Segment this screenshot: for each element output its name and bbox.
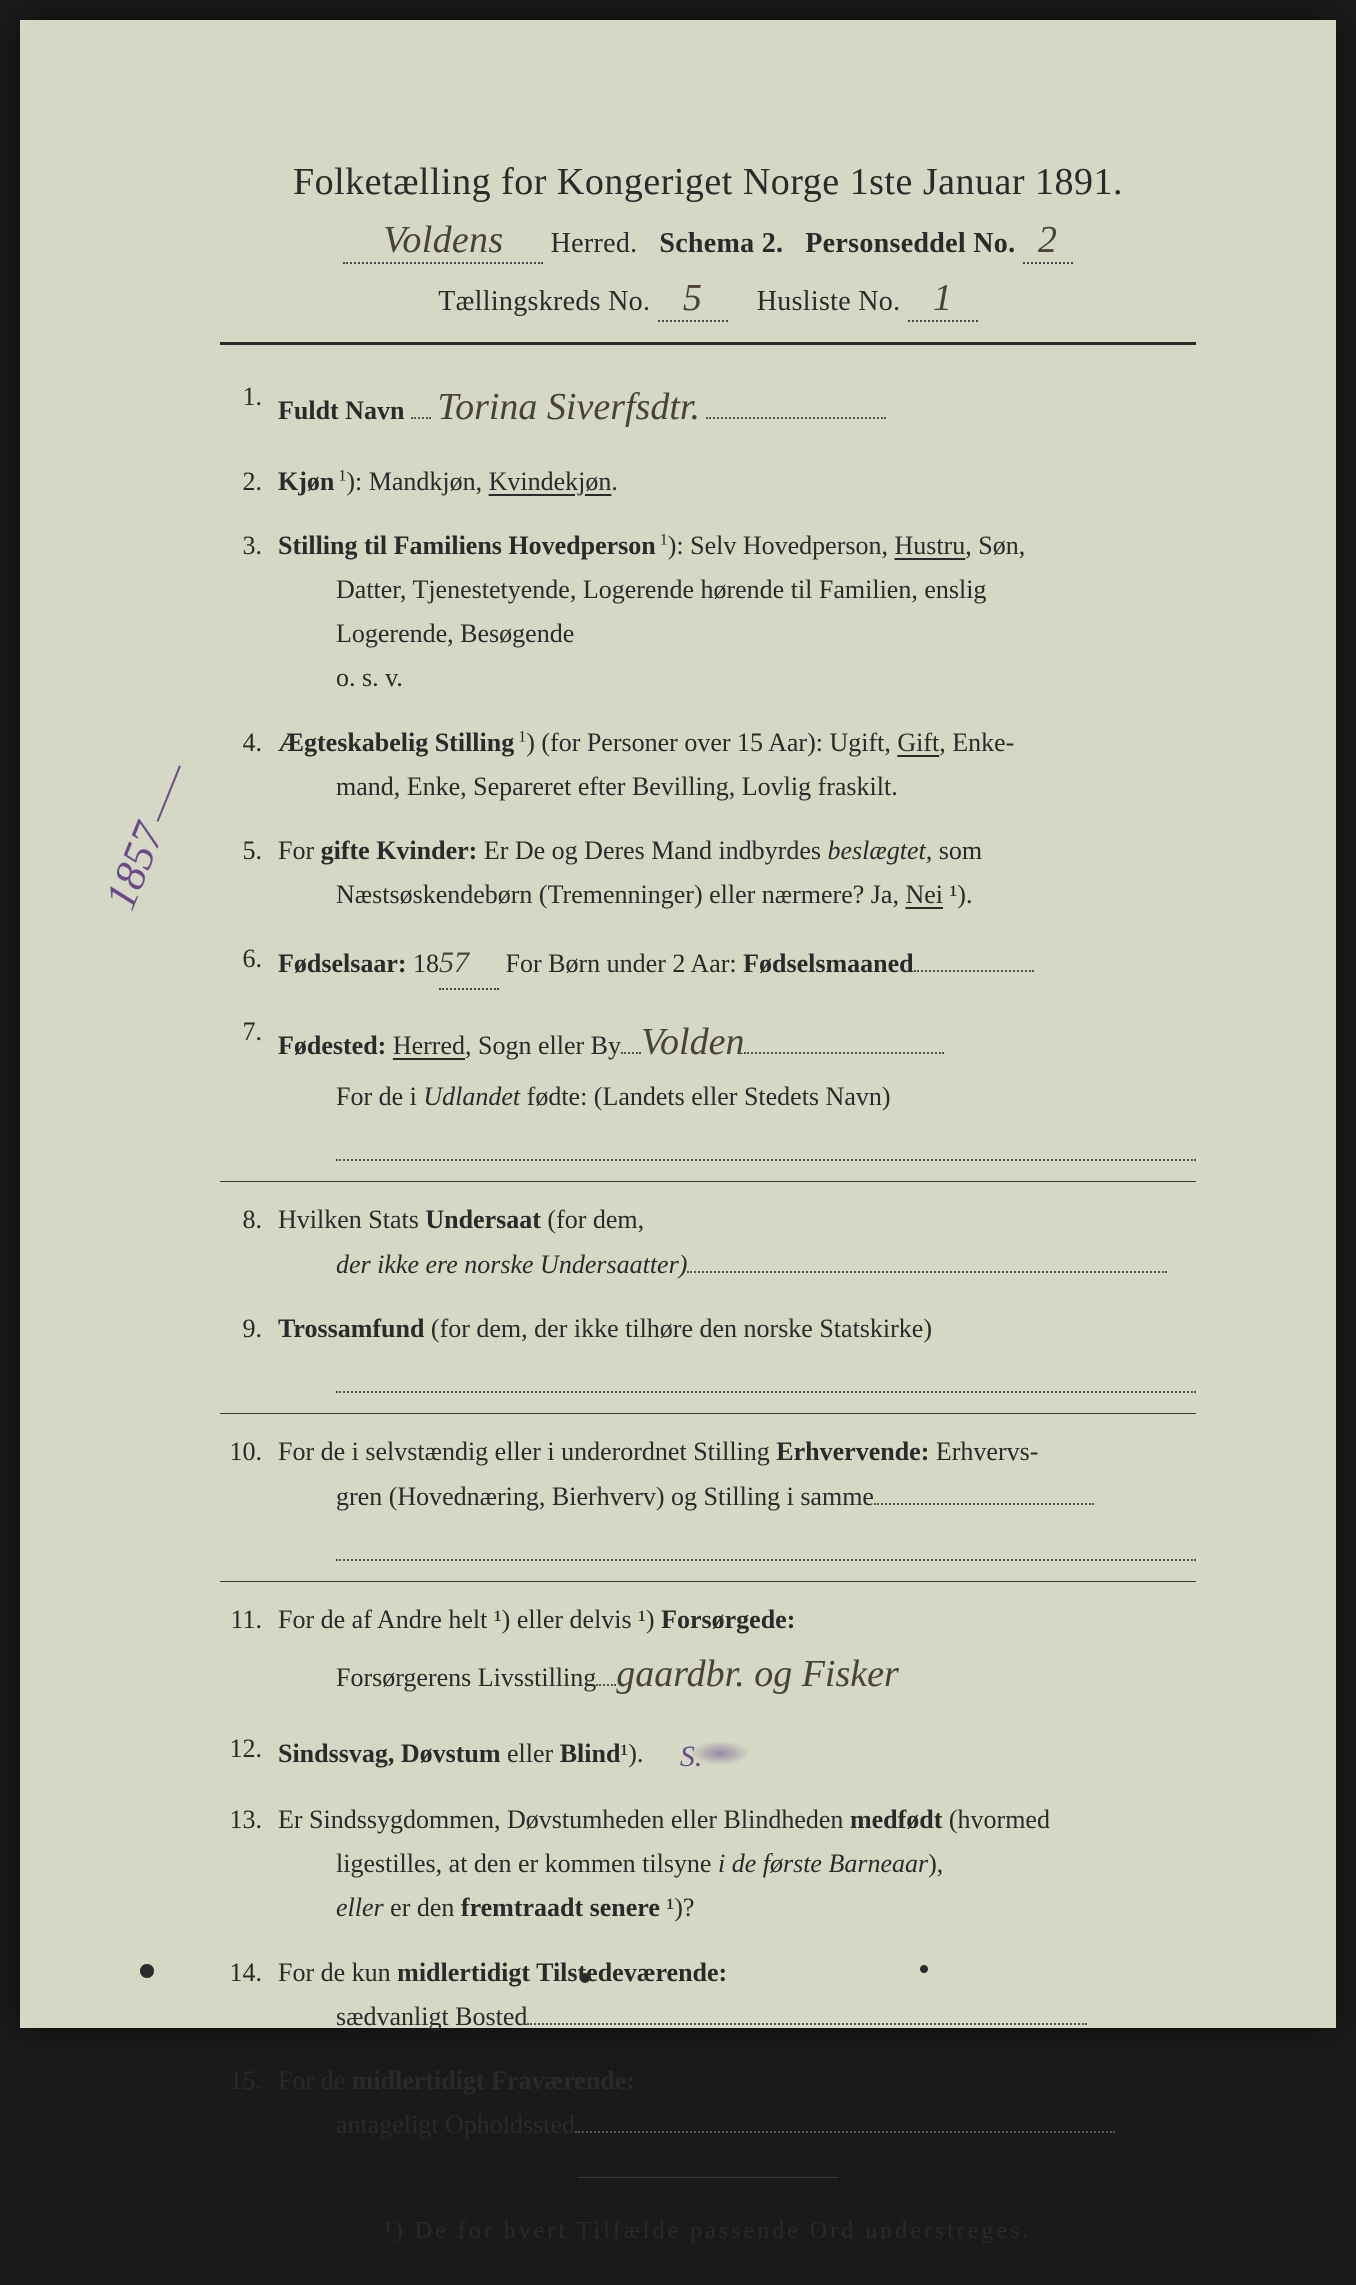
- husliste-label: Husliste No.: [757, 286, 901, 317]
- item-7: 7. Fødested: Herred, Sogn eller ByVolden…: [220, 1010, 1196, 1161]
- item-num: 1.: [220, 375, 262, 419]
- section-divider-2: [220, 1413, 1196, 1414]
- footnote: ¹) De for hvert Tilfælde passende Ord un…: [220, 2218, 1196, 2245]
- item-1-label: Fuldt Navn: [278, 396, 404, 425]
- husliste-hw: 1: [908, 276, 978, 322]
- item-3: 3. Stilling til Familiens Hovedperson 1)…: [220, 524, 1196, 701]
- ink-smear: [690, 1741, 750, 1765]
- header-divider: [220, 342, 1196, 345]
- item-num: 11.: [220, 1598, 262, 1642]
- item-8: 8. Hvilken Stats Undersaat (for dem, der…: [220, 1198, 1196, 1286]
- item-13: 13. Er Sindssygdommen, Døvstumheden elle…: [220, 1798, 1196, 1931]
- item-num: 13.: [220, 1798, 262, 1842]
- form-items: 1. Fuldt Navn Torina Siverfsdtr. 2. Kjøn…: [220, 375, 1196, 1161]
- item-12: 12. Sindssvag, Døvstum eller Blind¹). S.: [220, 1727, 1196, 1778]
- form-title: Folketælling for Kongeriget Norge 1ste J…: [220, 160, 1196, 204]
- item-num: 7.: [220, 1010, 262, 1054]
- item-num: 14.: [220, 1951, 262, 1995]
- item-14: 14. For de kun midlertidigt Tilstedevære…: [220, 1951, 1196, 2039]
- item-num: 3.: [220, 524, 262, 568]
- ink-stain: [920, 1965, 928, 1973]
- form-content: Folketælling for Kongeriget Norge 1ste J…: [100, 110, 1256, 2285]
- item-6: 6. Fødselsaar: 1857 For Børn under 2 Aar…: [220, 937, 1196, 990]
- item-15: 15. For de midlertidigt Fraværende: anta…: [220, 2059, 1196, 2147]
- section-divider-3: [220, 1581, 1196, 1582]
- margin-stroke: [157, 765, 181, 821]
- item-num: 5.: [220, 829, 262, 873]
- item-2-label: Kjøn: [278, 467, 334, 496]
- taellingskreds-label: Tællingskreds No.: [438, 286, 650, 317]
- census-form-page: 1857 Folketælling for Kongeriget Norge 1…: [20, 20, 1336, 2028]
- ink-stain: [140, 1964, 154, 1978]
- item-9: 9. Trossamfund (for dem, der ikke tilhør…: [220, 1307, 1196, 1394]
- item-4: 4. Ægteskabelig Stilling 1) (for Persone…: [220, 721, 1196, 809]
- item-3-underlined: Hustru: [895, 531, 966, 560]
- item-7-hw: Volden: [641, 1010, 744, 1075]
- item-7-label: Fødested:: [278, 1031, 386, 1060]
- personseddel-hw: 2: [1023, 218, 1073, 264]
- header-line-2: Voldens Herred. Schema 2. Personseddel N…: [220, 218, 1196, 264]
- item-num: 15.: [220, 2059, 262, 2103]
- form-items-4: 11. For de af Andre helt ¹) eller delvis…: [220, 1598, 1196, 2147]
- item-11: 11. For de af Andre helt ¹) eller delvis…: [220, 1598, 1196, 1707]
- item-2-text: Mandkjøn,: [369, 467, 489, 496]
- item-num: 10.: [220, 1430, 262, 1474]
- item-1-hw: Torina Siverfsdtr.: [437, 375, 700, 440]
- item-6-label: Fødselsaar:: [278, 949, 407, 978]
- personseddel-label: Personseddel No.: [805, 228, 1015, 259]
- ink-stain: [580, 1973, 590, 1983]
- item-10: 10. For de i selvstændig eller i underor…: [220, 1430, 1196, 1561]
- taellingskreds-hw: 5: [658, 276, 728, 322]
- section-divider-1: [220, 1181, 1196, 1182]
- item-2: 2. Kjøn 1): Mandkjøn, Kvindekjøn.: [220, 460, 1196, 504]
- item-3-label: Stilling til Familiens Hovedperson: [278, 531, 656, 560]
- item-6-year-hw: 57: [439, 937, 499, 990]
- schema-label: Schema 2.: [659, 228, 783, 259]
- item-4-label: Ægteskabelig Stilling: [278, 728, 514, 757]
- item-num: 4.: [220, 721, 262, 765]
- herred-label: Herred.: [551, 228, 638, 259]
- item-num: 12.: [220, 1727, 262, 1771]
- item-5-underlined: Nei: [905, 880, 943, 909]
- herred-handwritten: Voldens: [343, 218, 543, 264]
- item-11-hw: gaardbr. og Fisker: [616, 1642, 899, 1707]
- item-2-underlined: Kvindekjøn: [489, 467, 612, 496]
- footnote-divider: [578, 2177, 838, 2178]
- item-num: 9.: [220, 1307, 262, 1351]
- form-items-2: 8. Hvilken Stats Undersaat (for dem, der…: [220, 1198, 1196, 1393]
- item-4-underlined: Gift: [897, 728, 939, 757]
- form-items-3: 10. For de i selvstændig eller i underor…: [220, 1430, 1196, 1561]
- item-1: 1. Fuldt Navn Torina Siverfsdtr.: [220, 375, 1196, 440]
- form-header: Folketælling for Kongeriget Norge 1ste J…: [220, 160, 1196, 322]
- header-line-3: Tællingskreds No. 5 Husliste No. 1: [220, 276, 1196, 322]
- item-5: 5. For gifte Kvinder: Er De og Deres Man…: [220, 829, 1196, 917]
- item-num: 2.: [220, 460, 262, 504]
- item-num: 6.: [220, 937, 262, 981]
- item-num: 8.: [220, 1198, 262, 1242]
